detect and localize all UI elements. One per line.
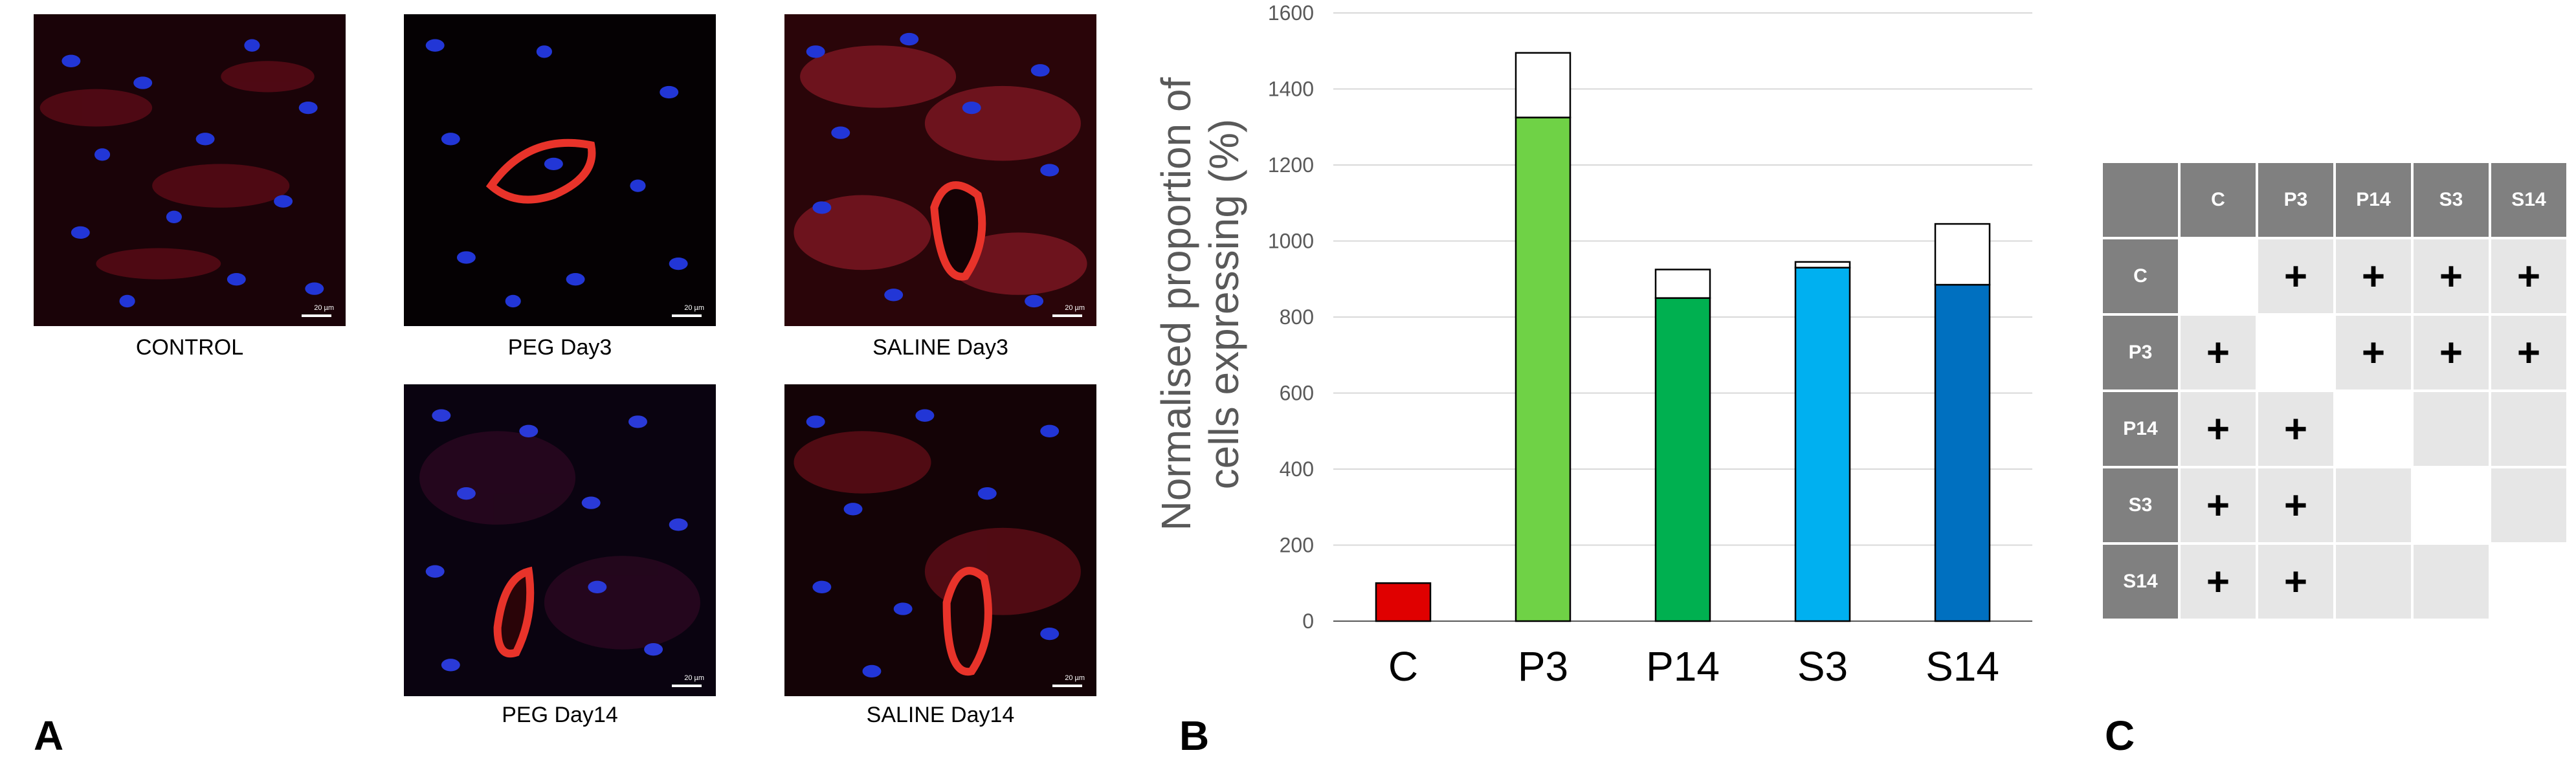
row-header: P3: [2103, 316, 2178, 389]
bar-p3: [1515, 116, 1571, 622]
panel-label-c: C: [2105, 712, 2135, 759]
y-tick-label: 1200: [1268, 153, 1314, 177]
panel-label-a: A: [34, 712, 64, 759]
panel-label-b: B: [1179, 712, 1210, 759]
bar-s14-increment: [1934, 223, 1991, 286]
column-header: P3: [2258, 163, 2333, 237]
caption-peg-day3: PEG Day3: [507, 335, 612, 360]
scale-bar-label: 20 µm: [684, 304, 704, 312]
micrograph-peg-day3: 20 µm: [404, 14, 716, 326]
column-header: S3: [2414, 163, 2489, 237]
bar-p14: [1654, 297, 1711, 622]
scale-bar-label: 20 µm: [1065, 304, 1085, 312]
table-cell: +: [2491, 316, 2566, 389]
table-cell: [2491, 468, 2566, 542]
column-header: C: [2181, 163, 2256, 237]
scale-bar-label: 20 µm: [1065, 674, 1085, 682]
table-cell: [2336, 392, 2411, 466]
y-tick-label: 600: [1280, 382, 1314, 405]
x-tick-label: S14: [1926, 643, 1999, 690]
scale-bar: [302, 314, 331, 317]
table-cell: +: [2414, 316, 2489, 389]
table-cell: [2491, 392, 2566, 466]
table-cell: [2414, 392, 2489, 466]
y-tick-label: 1600: [1268, 1, 1314, 25]
table-corner-cell: [2103, 163, 2178, 237]
scale-bar-label: 20 µm: [314, 304, 334, 312]
significance-table: C P3 P14 S3 S14 C + + + + P3 + + + + P14 + + S3 + + S14 + +: [2100, 160, 2569, 621]
column-header: P14: [2336, 163, 2411, 237]
table-row: S3 + +: [2103, 468, 2566, 542]
scale-bar: [672, 685, 702, 687]
y-tick-label: 1400: [1268, 78, 1314, 101]
caption-saline-day14: SALINE Day14: [866, 703, 1015, 727]
caption-control: CONTROL: [135, 335, 244, 360]
y-tick-label: 0: [1302, 609, 1314, 633]
bar-s3-increment: [1794, 261, 1851, 269]
caption-saline-day3: SALINE Day3: [872, 335, 1008, 360]
table-cell: [2414, 468, 2489, 542]
row-header: C: [2103, 239, 2178, 313]
y-tick-label: 1000: [1268, 230, 1314, 253]
table-cell: +: [2336, 239, 2411, 313]
scale-bar: [1052, 314, 1082, 317]
x-tick-label: C: [1388, 643, 1418, 690]
table-row: P3 + + + +: [2103, 316, 2566, 389]
table-cell: +: [2181, 316, 2256, 389]
y-tick-label: 400: [1280, 457, 1314, 481]
table-cell: [2414, 545, 2489, 619]
x-tick-label: P14: [1646, 643, 1720, 690]
bar-p3-increment: [1515, 52, 1571, 118]
row-header: S14: [2103, 545, 2178, 619]
caption-peg-day14: PEG Day14: [502, 703, 618, 727]
table-cell: [2491, 545, 2566, 619]
scale-bar: [1052, 685, 1082, 687]
bar-p14-increment: [1654, 269, 1711, 299]
table-cell: +: [2258, 468, 2333, 542]
table-cell: [2181, 239, 2256, 313]
table-cell: [2258, 316, 2333, 389]
table-row: P14 + +: [2103, 392, 2566, 466]
micrograph-saline-day14: 20 µm: [784, 384, 1096, 696]
table-cell: [2336, 468, 2411, 542]
table-header-row: C P3 P14 S3 S14: [2103, 163, 2566, 237]
micrograph-control: 20 µm: [34, 14, 346, 326]
x-tick-label: P3: [1518, 643, 1568, 690]
y-tick-label: 800: [1280, 305, 1314, 329]
micrograph-peg-day14: 20 µm: [404, 384, 716, 696]
stacked-bar-chart: 0 200 400 600 800 1000 1200 1400 1600 C P3 P14 S3 S14: [1268, 1, 2032, 690]
bar-s14: [1934, 283, 1991, 622]
table-cell: +: [2491, 239, 2566, 313]
table-row: C + + + +: [2103, 239, 2566, 313]
table-cell: +: [2258, 545, 2333, 619]
table-row: S14 + +: [2103, 545, 2566, 619]
x-tick-label: S3: [1797, 643, 1848, 690]
scale-bar-label: 20 µm: [684, 674, 704, 682]
micrograph-saline-day3: 20 µm: [784, 14, 1096, 326]
table-cell: +: [2258, 239, 2333, 313]
table-cell: +: [2258, 392, 2333, 466]
bar-c: [1375, 582, 1432, 622]
table-cell: +: [2181, 468, 2256, 542]
scale-bar: [672, 314, 702, 317]
bar-s3: [1794, 267, 1851, 622]
row-header: S3: [2103, 468, 2178, 542]
table-cell: +: [2181, 392, 2256, 466]
column-header: S14: [2491, 163, 2566, 237]
table-cell: +: [2414, 239, 2489, 313]
table-cell: +: [2181, 545, 2256, 619]
y-tick-label: 200: [1280, 534, 1314, 557]
table-cell: [2336, 545, 2411, 619]
row-header: P14: [2103, 392, 2178, 466]
table-cell: +: [2336, 316, 2411, 389]
